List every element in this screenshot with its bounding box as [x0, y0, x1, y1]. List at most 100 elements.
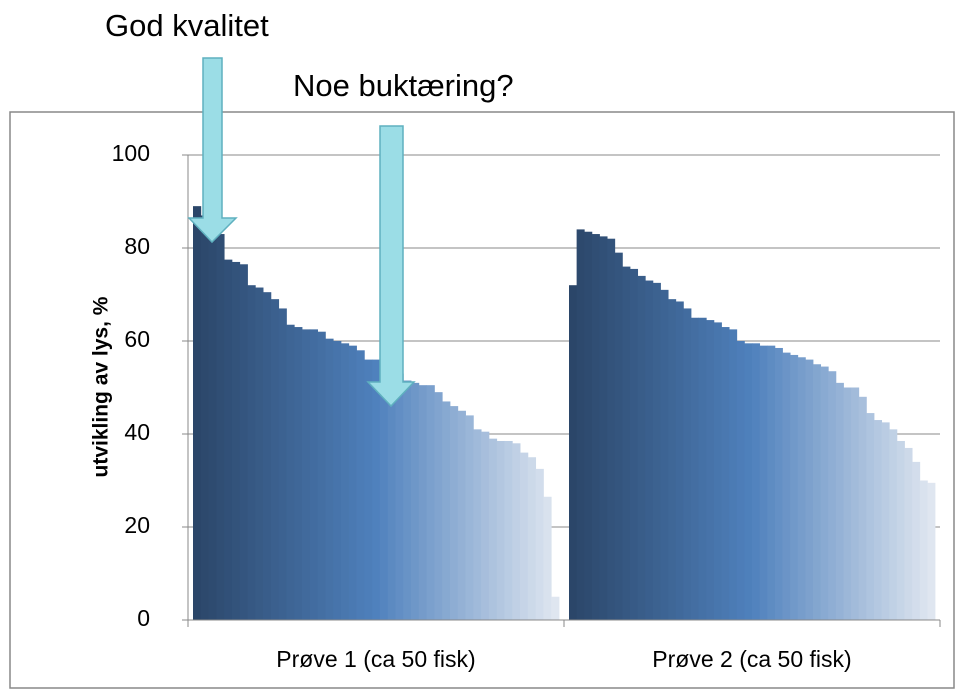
bar	[340, 343, 350, 620]
bar	[263, 292, 272, 620]
bar	[208, 234, 217, 621]
bar	[729, 329, 738, 620]
bar	[614, 252, 623, 620]
bar	[356, 350, 365, 620]
bar	[881, 422, 890, 620]
bar	[569, 285, 578, 620]
bar	[866, 413, 875, 620]
bar	[630, 268, 639, 620]
bar	[607, 238, 616, 620]
bar	[698, 317, 707, 620]
bar	[896, 440, 905, 620]
bar	[858, 396, 867, 620]
bar	[805, 359, 814, 620]
bar	[200, 215, 209, 620]
bar	[325, 338, 334, 620]
y-axis-label: utvikling av lys, %	[90, 296, 113, 477]
bar	[660, 289, 669, 620]
bar	[744, 343, 753, 620]
bar	[465, 415, 474, 620]
annotation: God kvalitet	[105, 8, 269, 43]
x-tick-label: Prøve 2 (ca 50 fisk)	[652, 646, 851, 672]
bar	[813, 364, 822, 620]
bar	[599, 236, 608, 620]
bar	[449, 406, 459, 620]
bar	[193, 206, 202, 620]
x-tick-label: Prøve 1 (ca 50 fisk)	[276, 646, 475, 672]
bar	[622, 266, 631, 620]
bar	[551, 596, 560, 620]
bar	[364, 359, 373, 620]
bar	[333, 341, 342, 620]
bar	[442, 401, 451, 620]
bar	[434, 392, 443, 620]
bar	[706, 320, 715, 620]
bar	[904, 447, 913, 620]
bar	[919, 480, 928, 620]
bar	[912, 461, 921, 620]
bar	[411, 382, 420, 620]
bar	[504, 440, 513, 620]
bar	[255, 287, 264, 620]
annotation: Noe buktæring?	[293, 68, 514, 103]
bar	[481, 431, 490, 620]
bar	[774, 347, 783, 620]
bar	[835, 382, 844, 620]
bar	[752, 343, 761, 620]
bar	[395, 373, 404, 620]
bar	[591, 234, 600, 621]
bar	[535, 468, 544, 620]
bar	[418, 385, 428, 620]
bar	[584, 231, 593, 620]
bar	[645, 280, 654, 620]
bar	[759, 345, 768, 620]
bar	[543, 496, 552, 620]
bar	[496, 440, 505, 620]
bar	[294, 327, 303, 620]
bar	[520, 452, 529, 620]
bar	[668, 299, 677, 620]
bar	[843, 387, 852, 620]
bar	[278, 308, 287, 620]
bar	[828, 371, 837, 620]
bar	[675, 301, 684, 620]
bar	[302, 329, 311, 620]
bar	[851, 387, 860, 620]
bar	[317, 331, 326, 620]
bar	[782, 352, 791, 620]
bar	[576, 229, 585, 620]
bar	[683, 308, 692, 620]
bar	[721, 327, 730, 620]
bar	[820, 366, 829, 620]
bar	[927, 482, 936, 620]
bar	[473, 429, 482, 620]
bar	[239, 264, 248, 620]
bar	[379, 359, 389, 620]
bar	[713, 322, 722, 620]
y-tick-label: 0	[137, 605, 150, 631]
y-tick-label: 20	[124, 512, 150, 538]
bar	[874, 420, 883, 620]
bar	[488, 438, 498, 620]
bar	[889, 429, 898, 620]
arrow	[366, 125, 416, 408]
y-tick-label: 100	[112, 140, 150, 166]
y-tick-label: 40	[124, 419, 150, 445]
bar	[403, 380, 412, 620]
arrow	[187, 57, 238, 244]
y-tick-label: 60	[124, 326, 150, 352]
bar	[457, 410, 466, 620]
bar	[426, 385, 435, 620]
bar	[309, 329, 318, 620]
bar	[637, 275, 646, 620]
plot-area: 0 20 40 60 80 100 Prøve 1 (ca 50 fisk) Prøve 2 …	[112, 140, 941, 672]
bar	[797, 357, 806, 620]
bar	[512, 443, 521, 620]
bar	[387, 359, 396, 620]
bar	[790, 354, 799, 620]
bar	[286, 324, 295, 620]
bar	[247, 285, 256, 620]
bar	[691, 317, 700, 620]
bar	[767, 345, 776, 620]
